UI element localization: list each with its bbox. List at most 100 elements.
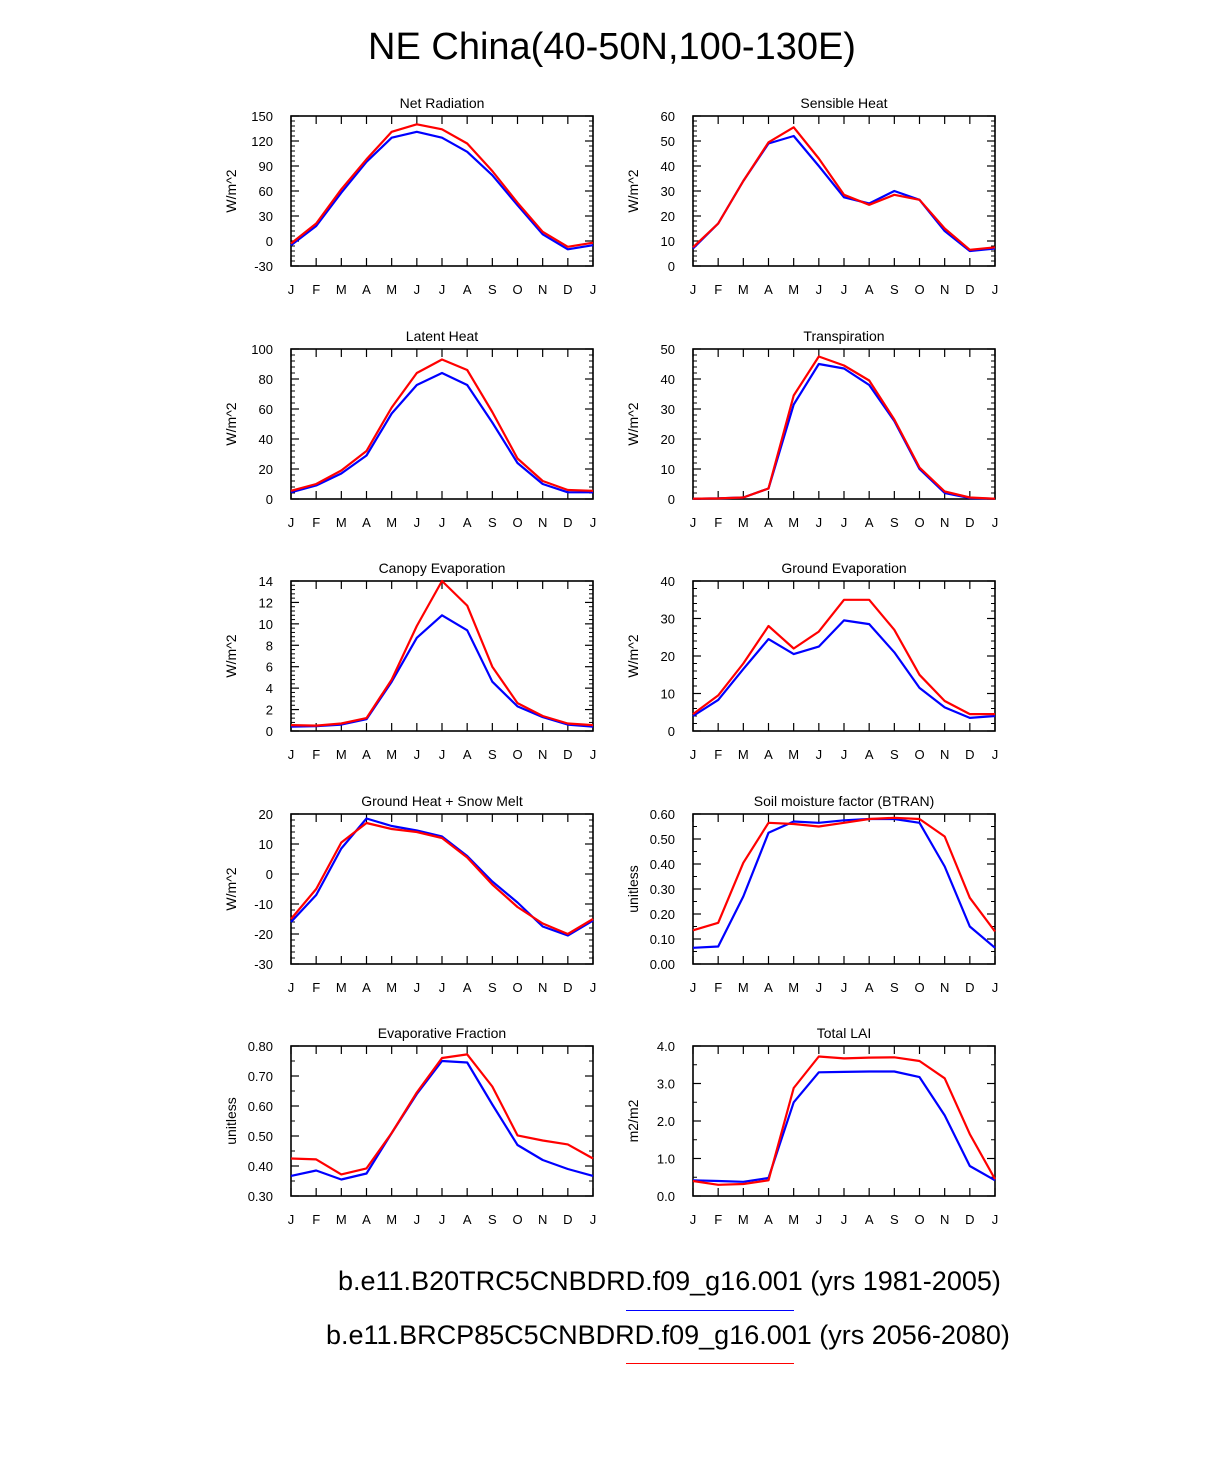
x-tick-label: D xyxy=(563,1212,572,1227)
y-tick-label: 40 xyxy=(661,574,675,589)
x-tick-label: A xyxy=(463,980,472,995)
chart-title: Ground Evaporation xyxy=(781,560,906,576)
y-tick-label: 0.60 xyxy=(248,1099,273,1114)
x-tick-label: J xyxy=(816,282,823,297)
x-tick-label: J xyxy=(816,515,823,530)
plot-frame xyxy=(692,813,996,965)
x-tick-label: M xyxy=(386,282,397,297)
y-tick-label: 0.00 xyxy=(650,957,675,972)
y-axis-label: W/m^2 xyxy=(223,169,239,212)
y-tick-label: 3.0 xyxy=(657,1077,675,1092)
x-tick-label: J xyxy=(439,282,446,297)
x-tick-label: J xyxy=(590,747,597,762)
y-tick-label: 100 xyxy=(251,342,273,357)
y-tick-label: 60 xyxy=(661,109,675,124)
x-tick-label: M xyxy=(336,747,347,762)
y-tick-label: 60 xyxy=(259,184,273,199)
x-tick-label: N xyxy=(538,1212,547,1227)
plot-frame xyxy=(290,580,594,732)
y-tick-label: 20 xyxy=(661,209,675,224)
y-tick-label: 0.70 xyxy=(248,1069,273,1084)
x-tick-label: O xyxy=(512,282,522,297)
y-tick-label: 120 xyxy=(251,134,273,149)
y-tick-label: 0 xyxy=(266,234,273,249)
x-tick-label: O xyxy=(512,747,522,762)
y-tick-label: 6 xyxy=(266,660,273,675)
chart-title: Sensible Heat xyxy=(800,95,887,111)
x-tick-label: F xyxy=(714,1212,722,1227)
x-tick-label: A xyxy=(764,282,773,297)
y-tick-label: 12 xyxy=(259,595,273,610)
x-tick-label: J xyxy=(439,1212,446,1227)
series-line-blue xyxy=(692,1070,996,1183)
x-tick-label: N xyxy=(538,747,547,762)
series-line-red xyxy=(692,598,995,716)
x-tick-label: M xyxy=(738,282,749,297)
x-tick-label: A xyxy=(865,980,874,995)
x-tick-label: O xyxy=(914,747,924,762)
x-tick-label: F xyxy=(312,747,320,762)
x-tick-label: J xyxy=(414,1212,421,1227)
x-tick-label: A xyxy=(362,1212,371,1227)
x-tick-label: M xyxy=(738,515,749,530)
x-tick-label: F xyxy=(714,282,722,297)
legend-line-red xyxy=(626,1363,794,1364)
chart-title: Net Radiation xyxy=(400,95,485,111)
x-tick-label: S xyxy=(890,980,899,995)
x-tick-label: M xyxy=(738,747,749,762)
legend-line-blue xyxy=(626,1310,794,1311)
x-tick-label: A xyxy=(362,515,371,530)
x-tick-label: O xyxy=(512,980,522,995)
chart-title: Soil moisture factor (BTRAN) xyxy=(754,793,934,809)
x-tick-label: N xyxy=(538,515,547,530)
x-tick-label: S xyxy=(890,1212,899,1227)
x-tick-label: M xyxy=(788,515,799,530)
x-tick-label: M xyxy=(336,282,347,297)
x-tick-label: A xyxy=(463,747,472,762)
x-tick-label: M xyxy=(386,747,397,762)
legend-label-red: b.e11.BRCP85C5CNBDRD.f09_g16.001 (yrs 20… xyxy=(326,1320,1010,1350)
series-line-blue xyxy=(290,130,594,251)
x-tick-label: J xyxy=(841,282,848,297)
x-tick-label: M xyxy=(788,980,799,995)
x-tick-label: J xyxy=(690,282,697,297)
x-tick-label: N xyxy=(538,282,547,297)
x-tick-label: F xyxy=(312,515,320,530)
x-tick-label: D xyxy=(563,282,572,297)
chart-title: Transpiration xyxy=(803,328,884,344)
x-tick-label: J xyxy=(288,980,295,995)
x-tick-label: M xyxy=(738,980,749,995)
y-tick-label: 50 xyxy=(661,134,675,149)
x-tick-label: A xyxy=(463,515,472,530)
x-tick-label: S xyxy=(488,747,497,762)
y-tick-label: 40 xyxy=(661,372,675,387)
x-tick-label: N xyxy=(940,282,949,297)
plot-frame xyxy=(692,1045,996,1197)
x-tick-label: O xyxy=(914,980,924,995)
page-title: NE China(40-50N,100-130E) xyxy=(368,26,856,68)
y-tick-label: 10 xyxy=(661,462,675,477)
series-line-blue xyxy=(290,614,594,728)
x-tick-label: N xyxy=(940,1212,949,1227)
series-line-red xyxy=(692,816,996,933)
y-tick-label: 0.50 xyxy=(248,1129,273,1144)
x-tick-label: O xyxy=(914,1212,924,1227)
y-tick-label: 0.40 xyxy=(248,1159,273,1174)
y-tick-label: 14 xyxy=(259,574,273,589)
x-tick-label: M xyxy=(738,1212,749,1227)
x-tick-label: J xyxy=(288,1212,295,1227)
x-tick-label: J xyxy=(992,1212,999,1227)
y-tick-label: 0.10 xyxy=(650,932,675,947)
x-tick-label: J xyxy=(288,515,295,530)
chart-title: Ground Heat + Snow Melt xyxy=(361,793,523,809)
x-tick-label: J xyxy=(439,747,446,762)
chart-title: Canopy Evaporation xyxy=(379,560,506,576)
x-tick-label: J xyxy=(841,515,848,530)
x-tick-label: A xyxy=(764,1212,773,1227)
y-tick-label: 0.20 xyxy=(650,907,675,922)
x-tick-label: O xyxy=(512,1212,522,1227)
